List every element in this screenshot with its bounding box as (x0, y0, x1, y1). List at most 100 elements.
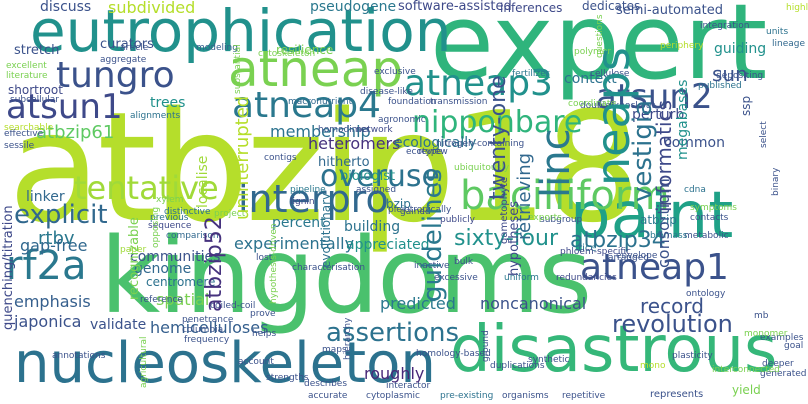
word: agronomic (378, 115, 426, 125)
word: distinctive (164, 207, 211, 217)
word: mono (640, 361, 666, 371)
word: megabases (675, 79, 691, 160)
word: homodimer (318, 125, 370, 135)
word: shortroot (8, 83, 63, 97)
word: generated (760, 369, 807, 379)
word: maps (322, 345, 347, 355)
word: organisms (502, 391, 549, 401)
word: network (356, 125, 393, 135)
word: opposing (151, 206, 161, 248)
word: effective (4, 129, 44, 139)
word: gained (400, 207, 431, 217)
word: perturb (632, 107, 685, 123)
word: pre-existing (440, 391, 494, 401)
word: japonica (14, 312, 82, 331)
word: consortium (654, 178, 673, 268)
word: columbia (182, 325, 224, 335)
word: article (120, 43, 149, 53)
word: resilience (276, 43, 334, 57)
word: cellulose (590, 69, 630, 79)
word: ubiquitously (454, 163, 510, 173)
word: rice (578, 243, 597, 254)
word: polymer (574, 47, 612, 57)
word: contacts (690, 213, 729, 223)
word: lost (256, 253, 273, 263)
word: nipponbare (412, 105, 583, 140)
word: annotations (52, 351, 106, 361)
word: bacilliform (460, 173, 670, 219)
word: interconnected (712, 365, 780, 375)
word: project (214, 209, 246, 219)
word: biologist (340, 169, 396, 184)
word: exclusive (374, 67, 416, 77)
word: hemicelluloses (150, 318, 269, 337)
word: revolution (612, 310, 733, 338)
word: sessile (4, 141, 35, 151)
word: cytoskeleton (258, 49, 316, 59)
word: metabolic (684, 231, 729, 241)
word: software-assisted (398, 0, 512, 14)
word: guiding (714, 41, 767, 57)
word: heteromers (308, 134, 401, 153)
word: excessive (434, 273, 478, 283)
word: plasticity (672, 351, 713, 361)
word: atbzip61 (36, 122, 115, 143)
word: record (640, 294, 704, 318)
word: literature (6, 71, 48, 81)
word: genome (134, 261, 192, 277)
word: strengths (266, 373, 309, 383)
word: duplications (490, 361, 545, 371)
word: arranged (608, 253, 649, 263)
word: goal (784, 341, 804, 351)
word: depositing (716, 71, 764, 81)
word: assigned (356, 185, 397, 195)
word: alignments (130, 111, 181, 121)
word: hypothesis-driven (269, 223, 279, 304)
word: penetrance (182, 315, 234, 325)
word: envelope (616, 251, 658, 261)
word: rf2a (6, 243, 87, 289)
word: ecotype (406, 147, 443, 157)
word: paint (570, 179, 734, 253)
word: pleiotropically (388, 205, 452, 215)
word: previous (150, 213, 189, 223)
word: substantial (233, 44, 243, 94)
word: uniform (504, 273, 539, 283)
word: yield (732, 383, 761, 397)
word: subcellular (10, 95, 60, 105)
word: trees (150, 95, 186, 111)
word: cdna (684, 185, 706, 195)
word: assertions (326, 318, 460, 348)
word: questions (595, 14, 605, 58)
word: ontology (686, 289, 726, 299)
word: atbzip34 (570, 228, 666, 253)
word: comparison (166, 231, 219, 241)
word: gap-free (20, 236, 88, 255)
word: guidelines (418, 168, 448, 302)
word: sixty-four (454, 226, 558, 251)
word: select (759, 121, 769, 148)
word: tentative (74, 169, 219, 207)
word: highly (786, 3, 808, 13)
word: transmission (430, 97, 488, 107)
word: frequency (184, 335, 230, 345)
word: appreciated (346, 237, 430, 253)
word: double-knockout (580, 101, 655, 111)
word: subdivided (108, 0, 196, 17)
word: subgroup (540, 215, 583, 225)
word: kingdoms (100, 215, 592, 337)
word: accurate (308, 391, 348, 401)
word: synthetic (528, 355, 570, 365)
word: monomer (744, 329, 788, 339)
word: atneap1 (580, 247, 729, 288)
word: bzip (386, 197, 411, 211)
word: cytoplasmic (366, 391, 420, 401)
word: describes (304, 379, 348, 389)
word: pipeline (290, 185, 326, 195)
word: examples (760, 333, 804, 343)
word: atbzip (640, 213, 677, 227)
word: fertilizer (512, 69, 550, 79)
word: mb (754, 311, 769, 321)
word: atsun2 (596, 77, 713, 117)
word: coordinate (568, 99, 617, 109)
